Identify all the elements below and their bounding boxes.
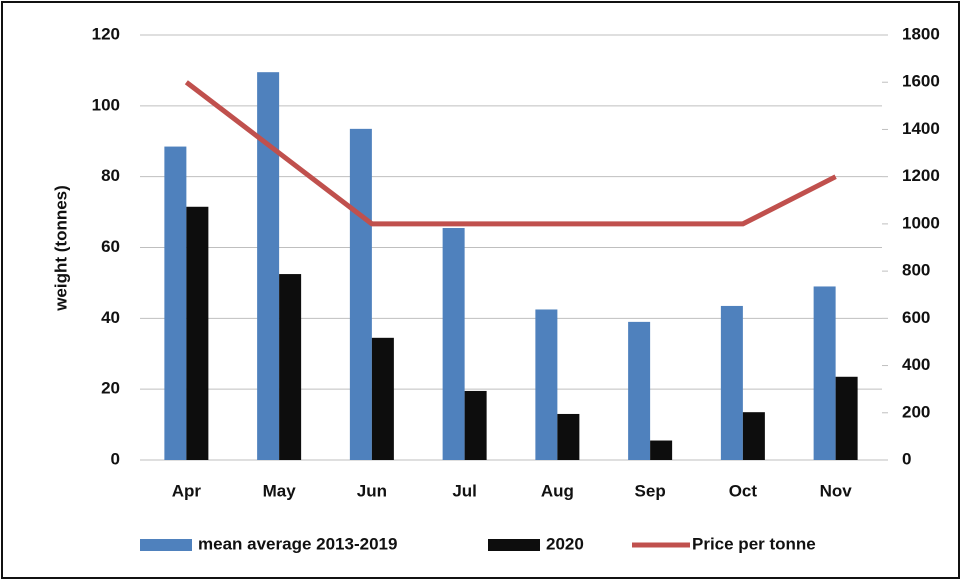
y-tick-label: 100 [92, 95, 120, 114]
bar [442, 228, 465, 460]
y-axis-label: weight (tonnes) [51, 185, 70, 312]
y-tick-label: 0 [111, 449, 120, 468]
y2-tick-label: 800 [902, 261, 930, 280]
y2-tick-label: 200 [902, 402, 930, 421]
bar [257, 72, 280, 460]
y-tick-label: 20 [101, 379, 120, 398]
bar [628, 321, 651, 460]
y2-tick-label: 1800 [902, 24, 940, 43]
bar [371, 337, 394, 460]
y-tick-label: 40 [101, 308, 120, 327]
line [184, 80, 837, 227]
x-tick-label: Jun [357, 481, 387, 500]
bar [464, 390, 487, 460]
bar [164, 146, 187, 460]
y2-tick-label: 600 [902, 308, 930, 327]
y-tick-label: 60 [101, 237, 120, 256]
x-tick-label: Apr [172, 481, 202, 500]
bar [720, 305, 743, 460]
y2-tick-label: 1000 [902, 213, 940, 232]
x-tick-label: Nov [820, 481, 853, 500]
legend-label: mean average 2013-2019 [198, 534, 397, 553]
y2-tick-label: 1400 [902, 119, 940, 138]
bar [650, 440, 673, 460]
legend-label: Price per tonne [692, 534, 816, 553]
y2-tick-label: 0 [902, 449, 911, 468]
x-tick-label: Sep [635, 481, 666, 500]
y-tick-label: 120 [92, 24, 120, 43]
x-tick-label: Oct [729, 481, 758, 500]
bar [186, 206, 209, 460]
y2-tick-label: 400 [902, 355, 930, 374]
x-tick-label: Aug [541, 481, 574, 500]
bar [279, 274, 302, 460]
legend-swatch [488, 539, 540, 551]
y2-tick-label: 1200 [902, 166, 940, 185]
y-tick-label: 80 [101, 166, 120, 185]
bar [535, 309, 558, 460]
legend-label: 2020 [546, 534, 584, 553]
y2-tick-label: 1600 [902, 72, 940, 91]
x-tick-label: May [263, 481, 297, 500]
x-tick-label: Jul [452, 481, 477, 500]
legend-swatch [140, 539, 192, 551]
bar [813, 286, 836, 460]
bar [742, 412, 765, 460]
bar [349, 128, 372, 460]
bar [557, 413, 580, 460]
bar [835, 376, 858, 460]
